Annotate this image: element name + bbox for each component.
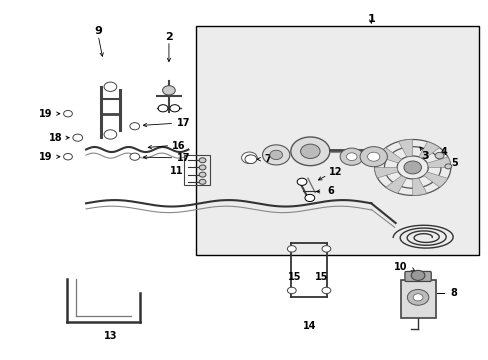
Circle shape bbox=[305, 194, 314, 202]
Circle shape bbox=[434, 152, 443, 159]
Wedge shape bbox=[412, 178, 426, 195]
Circle shape bbox=[367, 152, 379, 161]
Circle shape bbox=[359, 147, 386, 167]
Circle shape bbox=[158, 105, 167, 112]
Circle shape bbox=[403, 161, 421, 174]
Circle shape bbox=[73, 134, 82, 141]
Circle shape bbox=[297, 178, 306, 185]
Text: 1: 1 bbox=[366, 14, 374, 24]
Bar bbox=[183, 155, 210, 185]
Circle shape bbox=[104, 82, 117, 91]
Circle shape bbox=[339, 148, 363, 165]
Text: 15: 15 bbox=[314, 272, 327, 282]
Circle shape bbox=[444, 164, 451, 169]
Text: 3: 3 bbox=[420, 150, 428, 161]
Wedge shape bbox=[398, 139, 412, 157]
Text: 12: 12 bbox=[329, 167, 342, 177]
Circle shape bbox=[162, 86, 175, 95]
Text: 8: 8 bbox=[450, 288, 457, 298]
Text: 6: 6 bbox=[326, 186, 333, 197]
Circle shape bbox=[346, 153, 356, 161]
Circle shape bbox=[412, 294, 422, 301]
Circle shape bbox=[199, 165, 205, 170]
Circle shape bbox=[130, 123, 140, 130]
Wedge shape bbox=[374, 167, 397, 178]
Text: 7: 7 bbox=[264, 154, 271, 164]
Circle shape bbox=[199, 158, 205, 163]
Circle shape bbox=[262, 145, 289, 165]
Text: 11: 11 bbox=[169, 166, 183, 176]
Text: 2: 2 bbox=[165, 32, 172, 41]
Circle shape bbox=[130, 153, 140, 160]
Text: 10: 10 bbox=[393, 262, 407, 272]
Circle shape bbox=[63, 153, 72, 160]
Circle shape bbox=[244, 155, 256, 163]
Circle shape bbox=[199, 179, 205, 184]
Text: 14: 14 bbox=[302, 321, 315, 331]
Text: 19: 19 bbox=[39, 109, 52, 119]
Text: 16: 16 bbox=[172, 140, 185, 150]
Circle shape bbox=[290, 137, 329, 166]
Text: 9: 9 bbox=[94, 26, 102, 36]
Circle shape bbox=[287, 246, 296, 252]
Wedge shape bbox=[418, 142, 439, 159]
FancyBboxPatch shape bbox=[404, 271, 430, 282]
Circle shape bbox=[63, 111, 72, 117]
Text: 4: 4 bbox=[440, 147, 447, 157]
Circle shape bbox=[322, 287, 330, 294]
Circle shape bbox=[199, 172, 205, 177]
Bar bbox=[400, 280, 435, 318]
Bar bbox=[195, 26, 478, 255]
Circle shape bbox=[104, 130, 117, 139]
Circle shape bbox=[241, 152, 257, 163]
Wedge shape bbox=[427, 157, 450, 167]
Circle shape bbox=[407, 289, 428, 305]
Text: 18: 18 bbox=[48, 133, 62, 143]
Circle shape bbox=[269, 150, 282, 159]
Circle shape bbox=[410, 270, 424, 280]
Text: 19: 19 bbox=[39, 152, 52, 162]
Circle shape bbox=[287, 287, 296, 294]
Text: 13: 13 bbox=[103, 331, 117, 341]
Text: 17: 17 bbox=[177, 118, 190, 128]
Wedge shape bbox=[385, 176, 406, 193]
Circle shape bbox=[245, 155, 252, 160]
Wedge shape bbox=[423, 172, 447, 187]
Wedge shape bbox=[377, 148, 401, 163]
Text: 17: 17 bbox=[177, 153, 190, 163]
Circle shape bbox=[169, 105, 179, 112]
Text: 15: 15 bbox=[287, 272, 301, 282]
Text: 5: 5 bbox=[450, 158, 457, 168]
Circle shape bbox=[300, 144, 320, 158]
Circle shape bbox=[322, 246, 330, 252]
